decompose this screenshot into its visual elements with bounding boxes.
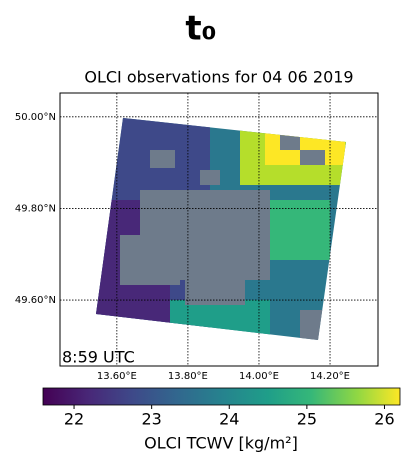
- x-tick-label: 14.20°E: [310, 371, 350, 382]
- title: t₀: [185, 9, 216, 49]
- figure: t₀ OLCI observations for 04 06 2019 8:59…: [0, 0, 402, 454]
- colorbar-tick-label: 24: [219, 410, 239, 429]
- time-annotation: 8:59 UTC: [62, 348, 135, 367]
- x-tick-label: 14.00°E: [239, 371, 279, 382]
- subtitle: OLCI observations for 04 06 2019: [84, 68, 353, 87]
- y-tick-label: 49.80°N: [15, 203, 56, 214]
- colorbar-tick-label: 25: [297, 410, 317, 429]
- colorbar-tick-label: 23: [141, 410, 161, 429]
- colorbar-label: OLCI TCWV [kg/m²]: [144, 434, 298, 453]
- colorbar-tick-label: 26: [374, 410, 394, 429]
- x-tick-label: 13.80°E: [168, 371, 208, 382]
- colorbar-tick-label: 22: [64, 410, 84, 429]
- x-tick-label: 13.60°E: [97, 371, 137, 382]
- colorbar: [43, 388, 400, 405]
- y-tick-label: 50.00°N: [15, 112, 56, 123]
- y-tick-label: 49.60°N: [15, 295, 56, 306]
- satellite-image: [90, 110, 350, 350]
